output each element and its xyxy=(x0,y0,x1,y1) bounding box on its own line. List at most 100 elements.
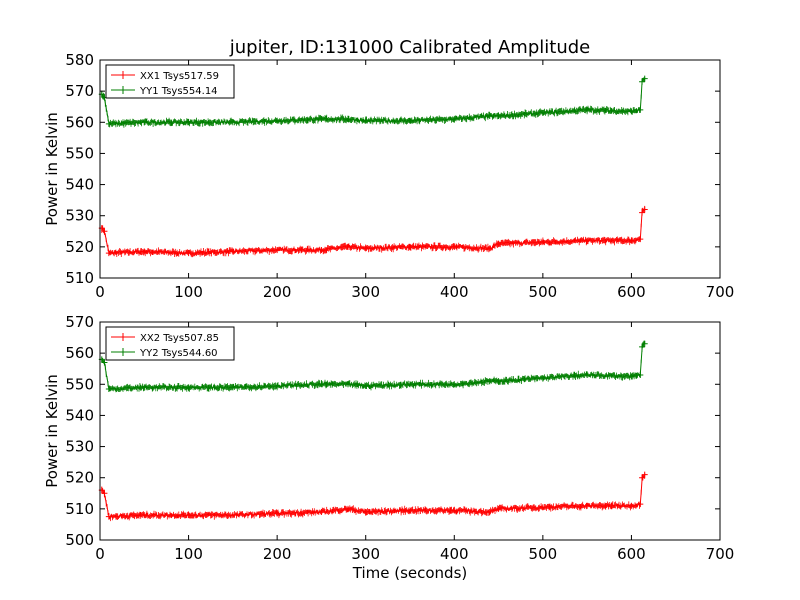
x-tick-label: 500 xyxy=(529,283,558,301)
data-point xyxy=(584,502,591,509)
legend-entry: YY1 Tsys554.14 xyxy=(111,86,218,97)
x-tick-label: 500 xyxy=(529,545,558,563)
data-point xyxy=(274,382,281,389)
legend-label: XX2 Tsys507.85 xyxy=(140,333,219,344)
data-point xyxy=(486,245,493,252)
data-point xyxy=(539,239,546,246)
data-point xyxy=(637,371,644,378)
data-point xyxy=(185,384,192,391)
data-point xyxy=(318,508,325,515)
data-point xyxy=(584,237,591,244)
data-point xyxy=(407,243,413,250)
data-point xyxy=(495,505,502,512)
y-axis-title: Power in Kelvin xyxy=(43,112,61,226)
data-point xyxy=(345,505,351,512)
data-point xyxy=(495,113,502,120)
data-point xyxy=(141,384,148,391)
y-tick-label: 540 xyxy=(65,176,94,194)
data-point xyxy=(639,343,646,350)
data-point xyxy=(628,502,635,509)
data-point xyxy=(362,117,369,124)
x-axis-title: Time (seconds) xyxy=(352,564,468,582)
data-point xyxy=(105,513,112,520)
data-point xyxy=(486,113,493,120)
data-point xyxy=(637,501,644,508)
series-1 xyxy=(98,205,648,258)
legend: XX2 Tsys507.85 YY2 Tsys544.60 xyxy=(105,326,235,361)
data-point xyxy=(362,245,369,252)
series-2 xyxy=(98,340,648,393)
data-point xyxy=(639,209,646,216)
x-tick-label: 300 xyxy=(351,545,380,563)
data-point xyxy=(584,106,591,113)
data-point xyxy=(229,512,236,519)
data-point xyxy=(641,340,648,347)
x-tick-label: 400 xyxy=(440,545,469,563)
chart-panel-1: 0 100 200 300 400 500 600 700 510 520 530 540 550 560… xyxy=(43,51,734,301)
data-point xyxy=(101,359,108,366)
x-tick-label: 300 xyxy=(351,283,380,301)
x-tick-label: 600 xyxy=(617,283,646,301)
data-point xyxy=(628,237,635,244)
chart-panel-2: 0 100 200 300 400 500 600 700 500 510 520 530 540 550… xyxy=(43,313,734,563)
data-point xyxy=(637,236,644,243)
x-tick-label: 0 xyxy=(95,545,105,563)
data-point xyxy=(229,384,236,391)
data-point xyxy=(185,250,192,257)
data-point xyxy=(345,243,351,250)
data-point xyxy=(141,119,148,126)
data-point xyxy=(101,228,108,235)
data-point xyxy=(318,381,325,388)
x-tick-label: 200 xyxy=(263,545,292,563)
data-point xyxy=(641,206,648,213)
data-point xyxy=(451,243,458,250)
x-tick-label: 100 xyxy=(174,283,203,301)
data-point xyxy=(451,507,458,514)
data-point xyxy=(362,382,369,389)
x-tick-label: 600 xyxy=(617,545,646,563)
data-point xyxy=(628,373,635,380)
y-axis-title: Power in Kelvin xyxy=(43,374,61,488)
legend-label: YY1 Tsys554.14 xyxy=(139,86,218,97)
data-point xyxy=(105,120,112,127)
data-point xyxy=(274,117,281,124)
series-2 xyxy=(98,75,648,128)
data-point xyxy=(229,119,236,126)
legend-box xyxy=(105,64,235,99)
x-tick-label: 700 xyxy=(706,545,735,563)
x-tick-label: 700 xyxy=(706,283,735,301)
x-tick-label: 100 xyxy=(174,545,203,563)
y-tick-label: 510 xyxy=(65,269,94,287)
data-point xyxy=(641,471,648,478)
data-point xyxy=(407,381,413,388)
legend-box xyxy=(105,326,235,361)
data-point xyxy=(105,250,112,257)
data-point xyxy=(641,75,648,82)
data-point xyxy=(229,248,236,255)
y-tick-label: 530 xyxy=(65,438,94,456)
data-point xyxy=(539,504,546,511)
y-tick-label: 520 xyxy=(65,469,94,487)
data-point xyxy=(345,381,351,388)
legend-label: YY2 Tsys544.60 xyxy=(139,348,218,359)
plot-frame xyxy=(99,59,721,279)
x-tick-label: 200 xyxy=(263,283,292,301)
plot-frame xyxy=(99,321,721,541)
data-point xyxy=(451,381,458,388)
data-point xyxy=(274,246,281,253)
data-point xyxy=(639,78,646,85)
data-point xyxy=(185,512,192,519)
data-point xyxy=(407,507,413,514)
y-tick-label: 550 xyxy=(65,375,94,393)
data-point xyxy=(407,117,413,124)
data-point xyxy=(141,248,148,255)
y-tick-label: 560 xyxy=(65,344,94,362)
figure-title: jupiter, ID:131000 Calibrated Amplitude xyxy=(229,37,590,58)
x-tick-label: 400 xyxy=(440,283,469,301)
y-tick-label: 510 xyxy=(65,500,94,518)
series-1 xyxy=(98,471,648,522)
data-point xyxy=(318,246,325,253)
legend-entry: YY2 Tsys544.60 xyxy=(111,348,218,359)
legend-entry: XX2 Tsys507.85 xyxy=(111,333,219,344)
